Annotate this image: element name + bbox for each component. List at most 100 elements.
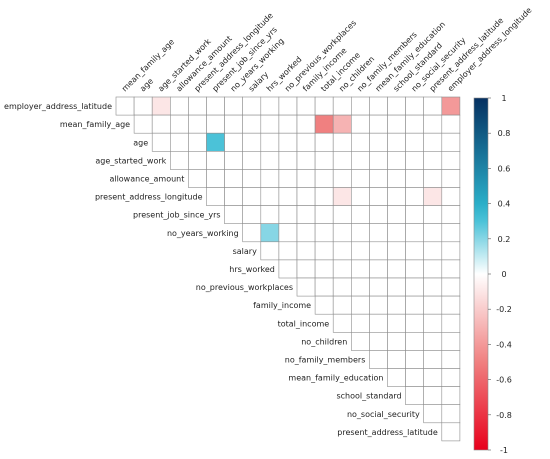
heatmap-cell bbox=[369, 259, 388, 279]
row-label: total_income bbox=[278, 319, 330, 328]
heatmap-cell bbox=[260, 151, 280, 170]
heatmap-cell bbox=[314, 151, 334, 170]
heatmap-cell bbox=[332, 295, 352, 315]
heatmap-cell bbox=[188, 169, 207, 188]
heatmap-cell bbox=[242, 169, 262, 188]
heatmap-cell bbox=[369, 277, 388, 297]
heatmap-cells bbox=[115, 96, 461, 442]
heatmap-cell bbox=[278, 223, 298, 243]
heatmap-cell bbox=[405, 114, 425, 134]
heatmap-cell bbox=[387, 114, 406, 134]
row-label: present_address_longitude bbox=[95, 193, 203, 202]
heatmap-cell bbox=[296, 151, 316, 170]
heatmap-cell bbox=[296, 96, 316, 116]
heatmap-cell bbox=[423, 350, 443, 369]
heatmap-cell bbox=[405, 169, 425, 188]
heatmap-cell bbox=[206, 132, 225, 152]
heatmap-cell bbox=[441, 241, 461, 261]
heatmap-cell bbox=[296, 205, 316, 225]
heatmap-cell bbox=[369, 350, 388, 369]
heatmap-cell bbox=[314, 223, 334, 243]
row-label: mean_family_age bbox=[60, 120, 130, 129]
heatmap-cell bbox=[224, 187, 244, 206]
heatmap-cell bbox=[332, 151, 352, 170]
colorbar-tick-label: 0.6 bbox=[498, 164, 511, 173]
heatmap-cell bbox=[423, 223, 443, 243]
heatmap-cell bbox=[332, 96, 352, 116]
colorbar-tick-label: -0.8 bbox=[496, 411, 512, 420]
colorbar-tick-label: 0 bbox=[501, 270, 506, 279]
row-label: employer_address_latitude bbox=[4, 102, 112, 111]
heatmap-cell bbox=[423, 241, 443, 261]
heatmap-cell bbox=[405, 277, 425, 297]
heatmap-cell bbox=[441, 205, 461, 225]
heatmap-cell bbox=[296, 114, 316, 134]
heatmap-cell bbox=[387, 313, 406, 333]
heatmap-cell bbox=[242, 114, 262, 134]
colorbar: 1 0.8 0.6 0.4 0.2 0 -0.2 -0.4 -0.6 -0.8 -1 bbox=[473, 94, 512, 455]
heatmap-cell bbox=[296, 223, 316, 243]
heatmap-cell bbox=[242, 132, 262, 152]
heatmap-cell bbox=[206, 169, 225, 188]
heatmap-cell bbox=[170, 114, 189, 134]
heatmap-cell bbox=[441, 259, 461, 279]
heatmap-cell bbox=[170, 96, 189, 116]
heatmap-cell bbox=[314, 241, 334, 261]
heatmap-cell bbox=[387, 132, 406, 152]
heatmap-cell bbox=[369, 331, 388, 351]
heatmap-cell bbox=[242, 151, 262, 170]
heatmap-cell bbox=[423, 331, 443, 351]
heatmap-cell bbox=[224, 205, 244, 225]
heatmap-cell bbox=[332, 132, 352, 152]
heatmap-cell bbox=[242, 187, 262, 206]
row-label: no_years_working bbox=[167, 229, 239, 238]
heatmap-cell bbox=[332, 187, 352, 206]
heatmap-cell bbox=[369, 187, 388, 206]
heatmap-cell bbox=[332, 205, 352, 225]
row-labels: employer_address_latitude mean_family_age… bbox=[4, 102, 438, 437]
row-label: age bbox=[133, 138, 148, 147]
heatmap-cell bbox=[296, 132, 316, 152]
heatmap-cell bbox=[441, 386, 461, 406]
heatmap-cell bbox=[441, 223, 461, 243]
row-label: family_income bbox=[253, 301, 311, 310]
heatmap-cell bbox=[405, 241, 425, 261]
heatmap-cell bbox=[350, 132, 370, 152]
heatmap-cell bbox=[296, 187, 316, 206]
heatmap-cell bbox=[405, 331, 425, 351]
row-label: salary bbox=[233, 247, 257, 256]
heatmap-cell bbox=[387, 169, 406, 188]
heatmap-cell bbox=[350, 114, 370, 134]
heatmap-cell bbox=[206, 96, 225, 116]
row-label: no_previous_workplaces bbox=[196, 283, 293, 292]
heatmap-cell bbox=[133, 114, 153, 134]
heatmap-cell bbox=[350, 241, 370, 261]
heatmap-cell bbox=[314, 295, 334, 315]
heatmap-cell bbox=[369, 295, 388, 315]
heatmap-cell bbox=[278, 205, 298, 225]
heatmap-cell bbox=[260, 223, 280, 243]
heatmap-cell bbox=[260, 241, 280, 261]
heatmap-cell bbox=[441, 151, 461, 170]
heatmap-cell bbox=[387, 277, 406, 297]
heatmap-cell bbox=[314, 169, 334, 188]
heatmap-cell bbox=[423, 96, 443, 116]
colorbar-tick-label: 0.8 bbox=[498, 129, 511, 138]
heatmap-cell bbox=[332, 241, 352, 261]
heatmap-cell bbox=[441, 368, 461, 387]
heatmap-cell bbox=[332, 114, 352, 134]
heatmap-cell bbox=[332, 169, 352, 188]
heatmap-cell bbox=[151, 114, 171, 134]
heatmap-cell bbox=[405, 295, 425, 315]
heatmap-cell bbox=[369, 313, 388, 333]
heatmap-cell bbox=[369, 96, 388, 116]
heatmap-cell bbox=[405, 313, 425, 333]
heatmap-cell bbox=[405, 205, 425, 225]
heatmap-cell bbox=[423, 368, 443, 387]
heatmap-cell bbox=[314, 114, 334, 134]
heatmap-cell bbox=[441, 132, 461, 152]
heatmap-cell bbox=[405, 151, 425, 170]
heatmap-cell bbox=[170, 151, 189, 170]
heatmap-cell bbox=[242, 223, 262, 243]
